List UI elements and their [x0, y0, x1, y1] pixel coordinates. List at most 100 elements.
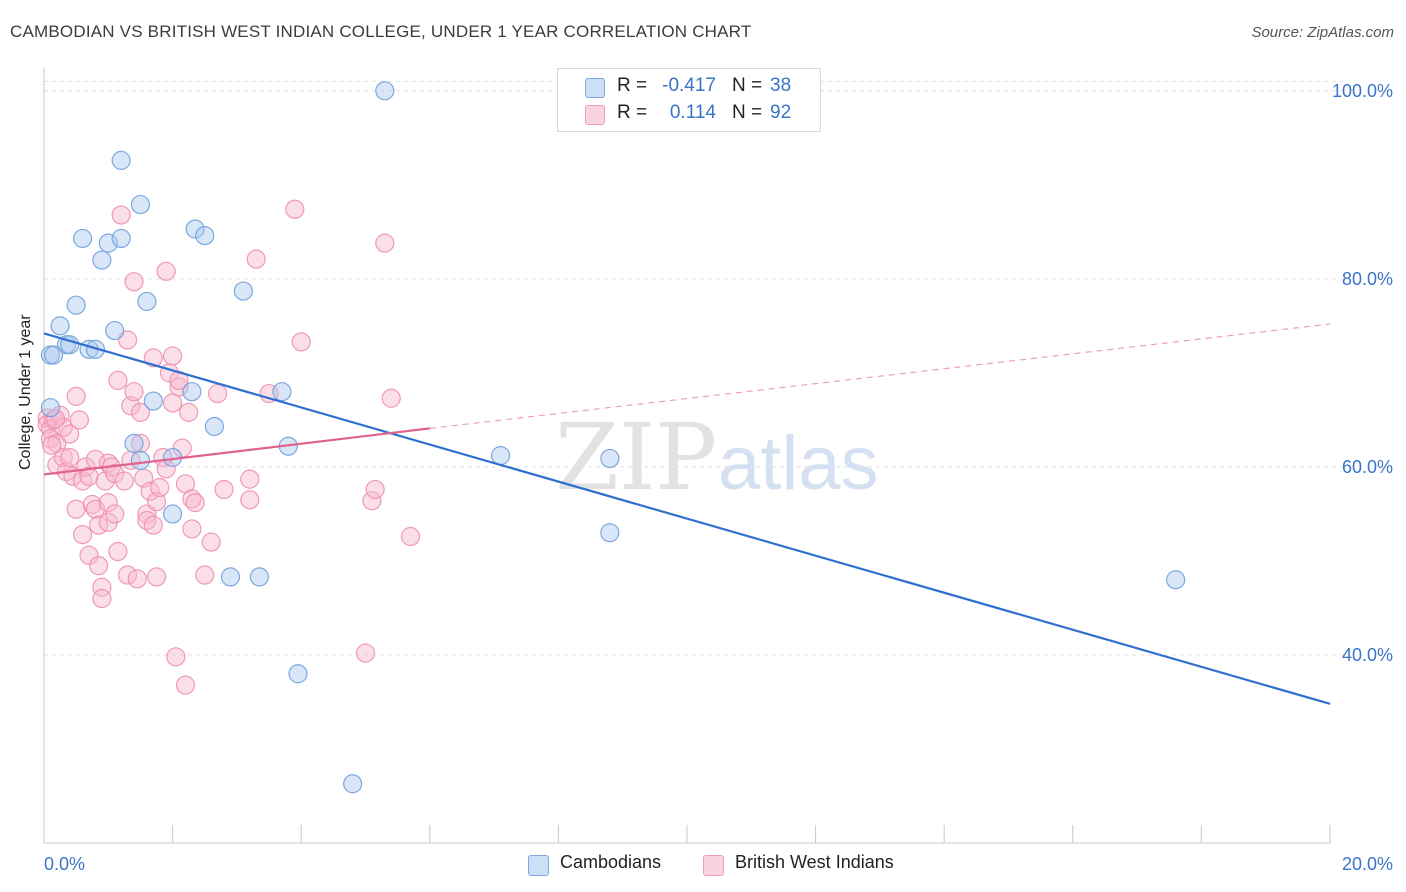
y-tick-label: 40.0%: [1342, 645, 1393, 665]
british-west-indian-point: [42, 435, 62, 455]
british-west-indian-point: [124, 382, 144, 402]
chart-title: CAMBODIAN VS BRITISH WEST INDIAN COLLEGE…: [10, 22, 752, 41]
watermark-atlas: atlas: [718, 421, 879, 506]
british-west-indian-point: [124, 272, 144, 292]
cambodian-point: [66, 295, 86, 315]
legend-n-value: 38: [770, 75, 792, 96]
british-west-indian-point: [140, 481, 160, 501]
axis-layer: [43, 68, 1331, 844]
legend-r-value: -0.417: [662, 75, 716, 96]
cambodian-point: [249, 567, 270, 587]
british-west-indians-trend-extension: [429, 323, 1331, 429]
british-west-indian-point: [105, 504, 125, 524]
british-west-indian-point: [146, 567, 167, 587]
bottom-legend-swatch-cambodians: [528, 855, 549, 876]
british-west-indian-point: [179, 402, 199, 422]
british-west-indian-point: [208, 383, 228, 404]
british-west-indian-point: [108, 370, 128, 390]
bottom-legend-label: British West Indians: [735, 852, 894, 872]
cambodian-point: [288, 664, 308, 684]
x-tick-label: 0.0%: [44, 854, 85, 874]
y-axis-label: College, Under 1 year: [17, 314, 34, 470]
british-west-indian-point: [146, 492, 167, 512]
british-west-indian-point: [66, 499, 86, 519]
british-west-indian-point: [214, 479, 234, 500]
british-west-indian-point: [381, 388, 401, 408]
british-west-indian-point: [117, 565, 138, 585]
british-west-indian-point: [45, 409, 66, 429]
cambodian-point: [85, 339, 106, 359]
cambodian-point: [195, 226, 215, 246]
cambodian-point: [111, 228, 131, 249]
legend-row-cambodians: R = -0.417 N = 38: [558, 74, 820, 100]
british-west-indian-point: [355, 643, 376, 663]
british-west-indian-point: [143, 348, 163, 368]
cambodian-point: [50, 316, 70, 336]
british-west-indian-point: [175, 675, 196, 695]
british-west-indian-point: [72, 524, 93, 545]
british-west-indian-point: [375, 233, 395, 253]
british-west-indian-point: [285, 199, 305, 219]
cambodian-point: [143, 391, 163, 411]
cambodian-point: [40, 398, 61, 418]
british-west-indian-point: [400, 526, 421, 547]
british-west-indian-point: [111, 205, 131, 225]
british-west-indian-point: [92, 588, 112, 609]
grid-layer: [44, 80, 1344, 656]
cambodian-point: [163, 504, 183, 524]
y-tick-label: 80.0%: [1342, 269, 1393, 289]
british-west-indian-point: [163, 393, 183, 413]
legend-row-british-west-indians: R = 0.114 N = 92: [558, 101, 820, 127]
cambodian-point: [600, 448, 620, 469]
british-west-indian-point: [185, 493, 205, 513]
cambodian-point: [233, 281, 253, 301]
british-west-indian-point: [121, 396, 141, 416]
british-west-indian-point: [163, 346, 183, 366]
cambodian-point: [182, 382, 202, 402]
cambodian-point: [72, 228, 93, 249]
cambodian-point: [343, 774, 363, 794]
legend-r-value: 0.114: [669, 102, 716, 123]
british-west-indian-point: [153, 447, 173, 468]
cambodian-point: [130, 194, 151, 215]
british-west-indian-point: [53, 447, 73, 468]
cambodian-point: [204, 416, 224, 437]
cambodian-point: [375, 81, 395, 101]
british-west-indian-point: [240, 469, 260, 489]
british-west-indian-point: [362, 491, 382, 511]
legend-swatch-cambodians: [585, 78, 605, 98]
y-tick-label: 100.0%: [1332, 81, 1393, 101]
british-west-indian-point: [201, 532, 221, 552]
british-west-indians-trend-line: [43, 427, 430, 476]
cambodian-point: [220, 567, 241, 587]
british-west-indian-point: [291, 332, 311, 352]
british-west-indian-point: [127, 569, 147, 589]
watermark: ZIP atlas: [555, 404, 879, 511]
british-west-indian-point: [182, 519, 202, 539]
x-tick-label: 20.0%: [1342, 854, 1393, 874]
cambodian-point: [98, 233, 118, 253]
british-west-indian-point: [98, 493, 118, 513]
british-west-indian-point: [365, 479, 385, 500]
british-west-indian-point: [246, 249, 266, 269]
watermark-zip: ZIP: [555, 404, 717, 511]
trend-layer: [43, 323, 1331, 705]
legend-n-label: N =: [732, 75, 763, 96]
legend-n-value: 92: [770, 102, 792, 123]
british-west-indian-point: [66, 386, 86, 406]
cambodian-point: [44, 345, 64, 365]
british-west-indian-point: [195, 565, 215, 585]
british-west-indian-point: [60, 447, 80, 468]
cambodian-point: [490, 446, 511, 466]
british-west-indian-point: [156, 261, 176, 281]
british-west-indian-point: [92, 577, 112, 597]
cambodian-point: [137, 291, 157, 312]
british-west-indian-point: [166, 647, 186, 667]
y-tick-label: 60.0%: [1342, 457, 1393, 477]
legend-r-label: R =: [617, 102, 648, 123]
british-west-indian-point: [114, 471, 134, 491]
british-west-indian-point: [60, 424, 80, 444]
cambodian-point: [1166, 570, 1186, 590]
correlation-legend: R = -0.417 N = 38 R = 0.114 N = 92: [557, 68, 821, 132]
